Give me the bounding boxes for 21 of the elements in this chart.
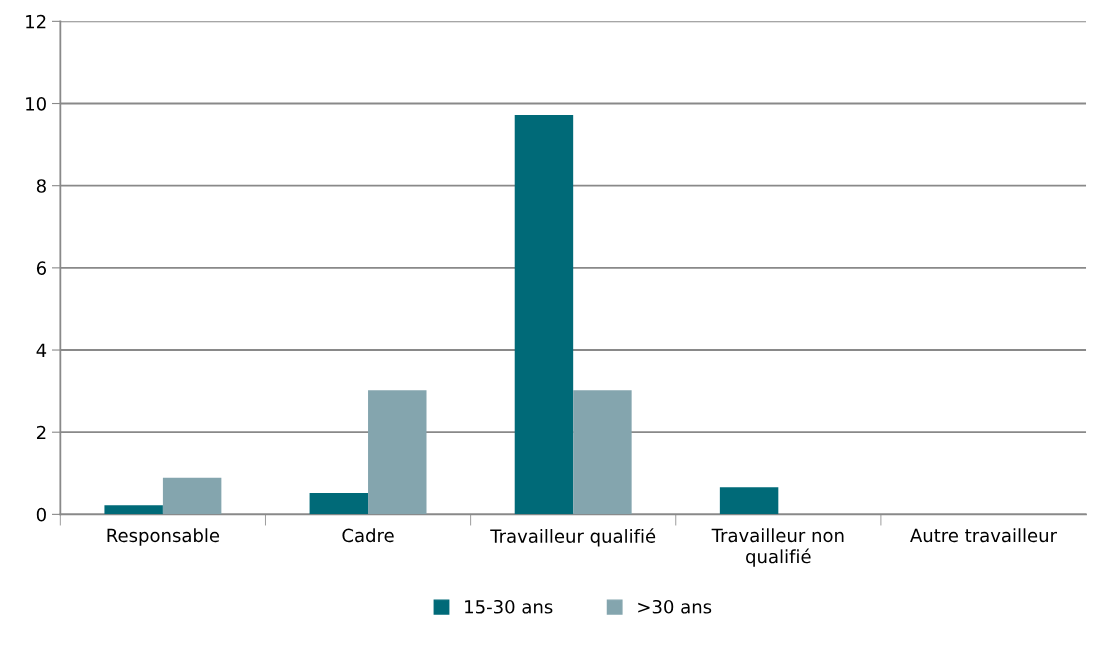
x-tick-label: Travailleur qualifié: [490, 528, 656, 547]
x-tick-label: Travailleur non qualifié: [711, 528, 844, 567]
y-tick-label: 8: [36, 179, 46, 193]
bar: [104, 505, 163, 515]
x-tick-label: Autre travailleur: [910, 528, 1057, 543]
bar: [514, 115, 574, 515]
bar: [573, 390, 632, 515]
y-tick-label: 6: [36, 261, 46, 275]
y-tick-label: 0: [36, 507, 46, 522]
bar: [309, 493, 369, 515]
y-tick-label: 2: [36, 425, 46, 440]
legend-label: 15-30 ans: [465, 599, 553, 614]
bar: [368, 390, 427, 515]
y-tick-label: 4: [36, 343, 47, 357]
bar: [719, 487, 779, 515]
y-tick-label: 10: [26, 96, 46, 111]
y-tick-label: 12: [26, 14, 46, 29]
x-tick-label: Cadre: [342, 528, 394, 543]
legend-label: >30 ans: [638, 599, 712, 614]
x-tick-label: Responsable: [107, 528, 220, 546]
bar: [162, 477, 222, 515]
